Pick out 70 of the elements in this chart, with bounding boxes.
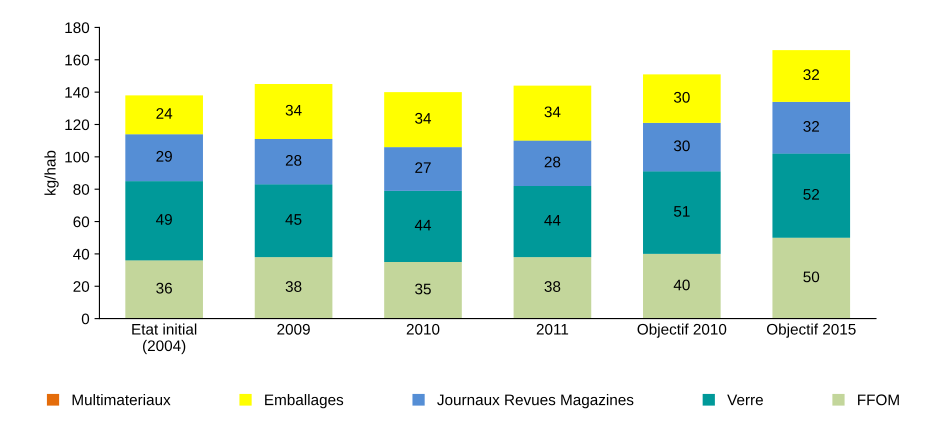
x-tick-label: Objectif 2015 [766,323,856,338]
data-label: 44 [414,220,432,230]
data-label: 32 [803,69,819,80]
bar [514,186,592,258]
data-label: 44 [544,214,560,226]
legend-label: Journaux Revues Magazines [437,394,634,408]
bar [514,140,592,186]
y-tick-label: 40 [73,248,90,260]
y-tick-label: 80 [73,184,90,195]
data-label: 34 [415,112,432,124]
data-label: 45 [285,214,302,225]
legend-label: FFOM [858,394,899,406]
bar [514,86,592,141]
data-label: 49 [156,214,172,225]
data-label: 52 [803,188,819,200]
data-label: 38 [544,281,560,292]
x-tick-label: 2011 [536,324,568,335]
bar [384,190,462,262]
data-label: 38 [286,281,302,292]
y-axis-title: kg/hab [44,150,59,195]
x-tick-label: 2010 [406,324,440,335]
bar [643,171,721,254]
y-tick-label: 100 [65,152,90,163]
bar [384,92,462,148]
bar [125,95,203,134]
bar [125,181,203,260]
data-label: 30 [674,140,690,152]
bar [125,134,203,182]
data-label: 51 [674,206,690,217]
y-tick-label: 180 [65,22,90,34]
data-label: 34 [544,106,560,118]
bar [254,184,332,258]
bar [772,154,850,238]
bar [514,257,592,319]
bar [254,84,332,140]
y-tick-label: 160 [65,54,90,66]
bar [384,262,462,319]
data-label: 50 [803,271,820,282]
y-tick-label: 140 [65,87,90,98]
bar [643,254,721,319]
x-tick-label: Etat initial (2004) [132,323,196,354]
bar [125,260,203,319]
y-tick-label: 0 [82,313,90,324]
bar [643,74,721,123]
bar [254,139,332,184]
legend-label: Verre [727,394,763,406]
data-label: 28 [544,156,560,168]
bar [772,102,850,154]
y-tick-label: 60 [73,216,90,228]
x-tick-label: Objectif 2010 [638,323,726,338]
legend-label: Emballages [265,394,344,408]
data-label: 30 [674,92,690,103]
data-label: 29 [156,150,172,162]
bar [643,122,721,172]
legend-label: Multimateriaux [72,394,171,406]
data-label: 32 [803,121,819,132]
bar [254,257,332,319]
data-label: 34 [286,104,302,116]
y-tick-label: 20 [73,281,90,292]
bar [384,147,462,191]
x-tick-label: 2009 [277,324,310,335]
y-tick-label: 120 [65,119,90,130]
data-label: 28 [286,154,302,166]
data-label: 35 [415,284,431,294]
data-label: 36 [156,282,172,294]
data-label: 27 [415,162,431,173]
data-label: 24 [156,108,172,119]
bar [772,50,850,102]
bar [772,238,850,319]
data-label: 40 [674,280,690,290]
